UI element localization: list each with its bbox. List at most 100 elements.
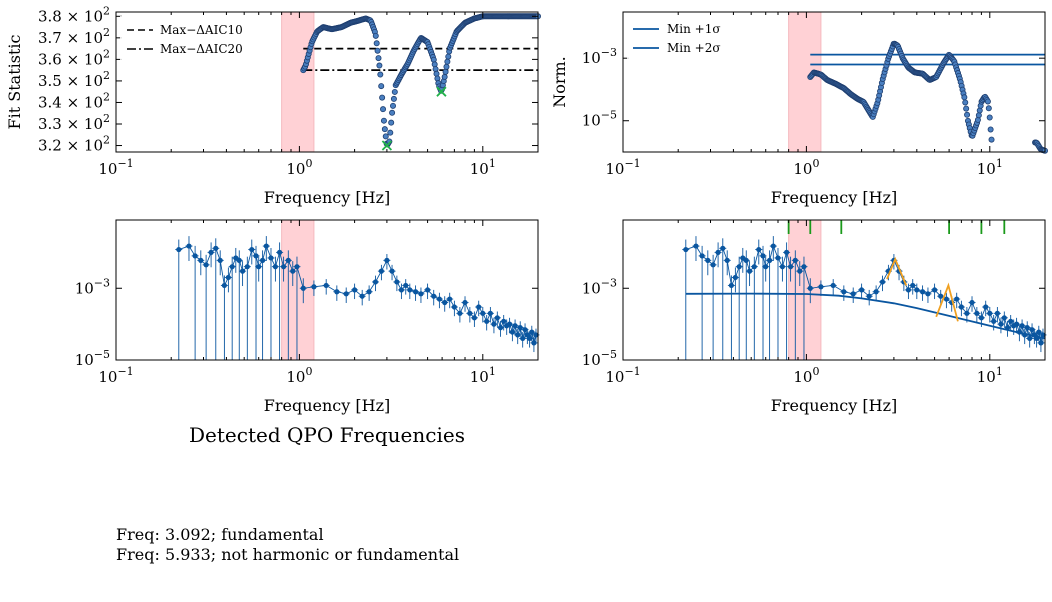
p3-point-5	[208, 249, 214, 255]
p2-point-170	[961, 94, 968, 101]
p4-point-70	[1029, 327, 1035, 333]
p3-point-44	[418, 291, 424, 297]
p3-point-1	[186, 243, 192, 249]
p3-point-59	[491, 321, 497, 327]
p4-point-18	[766, 257, 773, 263]
p4-ytick-label-0: 10−5	[582, 348, 617, 369]
p4-point-50	[958, 304, 964, 310]
p3-xtick-label-1: 100	[286, 365, 312, 386]
p2-point-196	[984, 98, 991, 105]
p1-point-88	[380, 106, 387, 113]
p1-ytick-label-3: 3.5 × 102	[38, 69, 110, 90]
p1-point-145	[431, 61, 438, 68]
p4-point-0	[683, 246, 689, 253]
p1-ylabel: Fit Statistic	[5, 35, 24, 130]
p3-point-49	[447, 296, 453, 302]
p4-point-53	[974, 310, 980, 316]
p1-xtick-label-2: 101	[470, 157, 496, 178]
p2-point-198	[986, 114, 993, 121]
p4-point-62	[1008, 318, 1014, 324]
p1-shaded-band	[281, 11, 315, 153]
p4-qpo-peak-2	[935, 282, 959, 322]
p3-point-35	[372, 279, 379, 285]
p3-point-70	[522, 327, 528, 333]
p3-point-56	[480, 310, 486, 316]
p4-point-29	[830, 282, 836, 289]
p4-point-6	[720, 245, 726, 251]
p3-point-41	[403, 282, 409, 289]
p2-point-199	[987, 126, 994, 133]
qpo-note-2: Freq: 5.933; not harmonic or fundamental	[116, 545, 459, 564]
p3-point-53	[467, 310, 473, 316]
p3-point-36	[378, 268, 385, 274]
p4-point-57	[991, 318, 997, 324]
p4-xtick-label-0: 10−1	[605, 365, 640, 386]
p4-point-43	[919, 289, 926, 295]
p2-xtick-label-1: 100	[793, 157, 819, 178]
p2-shaded-band	[788, 11, 822, 153]
p3-point-17	[256, 264, 262, 270]
p1-point-87	[379, 94, 386, 101]
p1-ytick-label-2: 3.4 × 102	[38, 90, 110, 111]
p3-point-21	[272, 264, 279, 270]
p4-point-52	[969, 299, 975, 306]
p1-point-158	[443, 63, 450, 70]
p3-point-69	[520, 335, 526, 342]
p4-point-26	[801, 264, 807, 270]
p2-legend-label-2sigma: Min +2σ	[667, 41, 721, 55]
p4-point-28	[818, 284, 824, 290]
p1-point-100	[390, 95, 397, 102]
p3-point-67	[515, 332, 521, 338]
p2-point-173	[964, 111, 971, 118]
p2-point-185	[974, 116, 981, 123]
p1-point-148	[434, 75, 441, 82]
p1-point-156	[441, 73, 448, 80]
p2-point-172	[963, 105, 970, 112]
p1-point-159	[444, 58, 451, 65]
p3-point-75	[533, 332, 539, 338]
p2-ytick-label-0: 10−5	[582, 109, 617, 130]
p3-point-6	[213, 245, 219, 251]
p4-xlabel: Frequency [Hz]	[771, 396, 898, 415]
p1-point-160	[445, 53, 452, 60]
p4-point-23	[787, 264, 794, 270]
p3-point-31	[343, 291, 349, 297]
p1-legend-label-aic10: Max−ΔAIC10	[160, 23, 243, 37]
p3-point-16	[253, 253, 259, 259]
p4-point-44	[925, 291, 931, 297]
p4-point-10	[736, 264, 742, 270]
p4-point-45	[931, 287, 938, 293]
p3-point-39	[394, 279, 400, 285]
p4-point-40	[905, 287, 912, 293]
p3-point-54	[471, 315, 478, 321]
p3-point-7	[217, 257, 223, 263]
p2-xtick-label-2: 101	[977, 157, 1003, 178]
p3-point-28	[311, 284, 317, 290]
p4-point-32	[859, 287, 865, 293]
p4-point-27	[807, 285, 813, 291]
p3-shaded-band	[281, 219, 315, 361]
p1-ytick-label-1: 3.3 × 102	[38, 112, 110, 133]
p1-xtick-label-1: 100	[286, 157, 312, 178]
p2-frame	[622, 11, 1046, 153]
p3-point-60	[494, 315, 500, 321]
p4-point-7	[724, 257, 730, 263]
p3-point-20	[268, 255, 274, 261]
p3-frame	[115, 219, 539, 361]
p3-ytick-label-1: 10−3	[75, 276, 110, 297]
p1-point-85	[377, 71, 384, 78]
p2-legend-label-1sigma: Min +1σ	[667, 22, 721, 36]
panel-power-spectrum-model: 10−1 100 101 10−5 10−3 Frequency [Hz]	[582, 219, 1047, 415]
p1-ytick-label-5: 3.7 × 102	[38, 26, 110, 47]
p3-point-50	[451, 304, 457, 310]
p3-point-32	[352, 287, 358, 293]
p1-point-89	[380, 117, 387, 124]
p3-point-2	[192, 253, 198, 259]
p1-ytick-label-6: 3.8 × 102	[38, 4, 110, 25]
p4-point-16	[760, 253, 766, 259]
p3-point-15	[249, 246, 255, 253]
p3-point-47	[436, 296, 443, 302]
panel-power-spectrum: 10−1 100 101 10−5 10−3 Frequency [Hz]	[75, 219, 540, 415]
p4-point-12	[743, 257, 749, 263]
